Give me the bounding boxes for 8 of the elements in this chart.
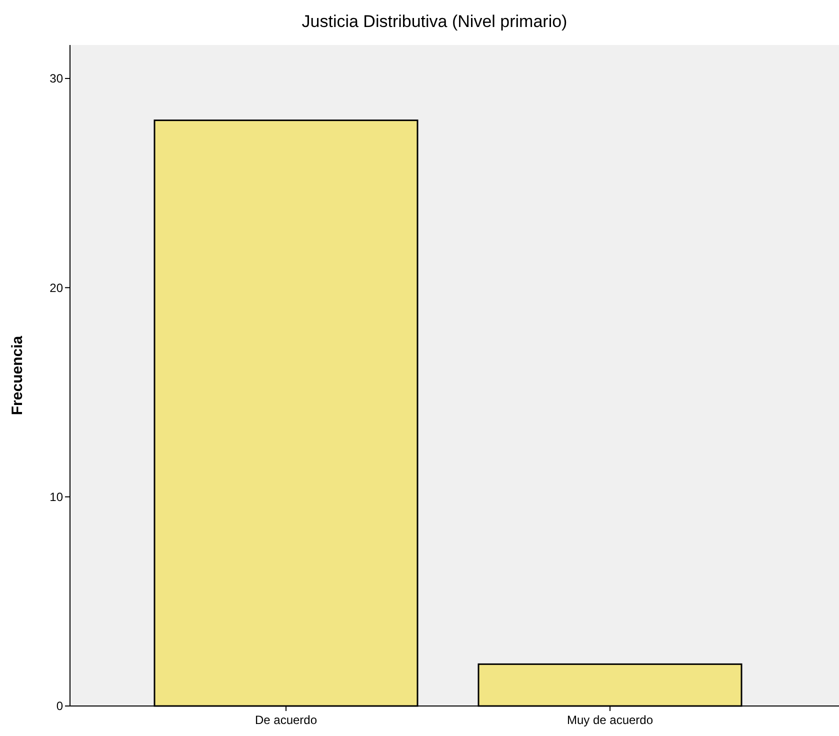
- x-tick-label: Muy de acuerdo: [566, 713, 654, 727]
- y-tick-label: 20: [50, 280, 64, 295]
- x-tick-label: De acuerdo: [254, 713, 318, 727]
- y-tick-label: 0: [56, 699, 64, 714]
- y-axis-title: Frecuencia: [9, 335, 26, 416]
- y-tick-label: 10: [50, 490, 64, 504]
- chart-title: Justicia Distributiva (Nivel primario): [302, 12, 568, 31]
- y-tick-label: 30: [50, 72, 64, 86]
